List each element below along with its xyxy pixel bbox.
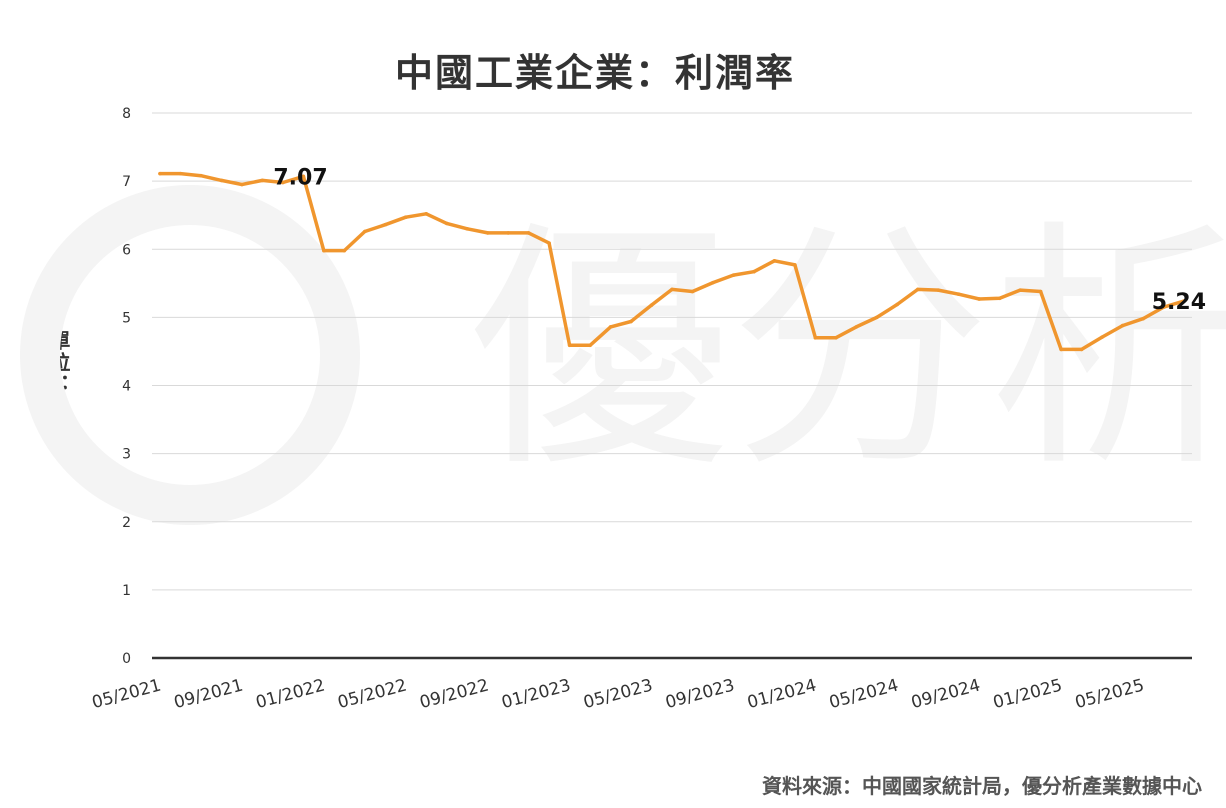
data-point [383,222,388,227]
data-point [444,221,449,226]
x-tick-label: 05/2025 [1073,676,1146,714]
data-point [363,229,367,234]
x-tick-label: 05/2022 [336,676,409,714]
x-tick-label: 09/2023 [663,676,736,714]
data-point [1120,323,1125,328]
data-point [342,248,347,253]
data-point [915,287,920,292]
data-point [424,212,429,216]
data-point [711,280,715,285]
data-point [301,174,306,179]
data-point [772,259,777,263]
data-point [690,289,695,294]
data-point [322,248,326,253]
y-tick-label: 4 [122,379,131,395]
source-note: 資料來源：中國國家統計局，優分析產業數據中心 [762,774,1202,798]
y-tick-label: 1 [122,583,131,599]
data-label: 7.07 [273,165,327,190]
y-tick-label: 7 [122,174,131,190]
data-point [1038,289,1043,294]
data-label: 5.24 [1152,290,1206,315]
y-tick-label: 0 [122,651,131,667]
x-tick-label: 05/2024 [827,676,900,714]
x-tick-label: 05/2021 [90,676,163,714]
data-point [485,231,490,235]
data-point [629,319,633,324]
data-point [260,178,265,183]
data-point [588,343,592,348]
series-line [158,171,1186,352]
data-point [506,231,510,235]
x-tick-label: 09/2021 [172,676,245,714]
data-point [240,182,244,187]
grid-lines [152,112,1192,660]
data-point [670,287,674,292]
data-point [1182,299,1186,303]
data-point [834,336,838,340]
data-point [731,273,736,277]
data-point [854,325,859,329]
y-tick-label: 2 [122,515,131,531]
data-point [649,303,654,307]
data-point [1141,316,1145,321]
data-point [465,227,470,231]
data-point [608,325,613,329]
x-tick-label: 01/2025 [991,676,1064,714]
data-point [199,173,203,178]
y-tick-label: 8 [122,106,131,122]
data-point [997,296,1002,301]
data-point [178,171,183,176]
y-tick-label: 6 [122,242,131,258]
data-point [875,315,879,320]
data-point [1100,335,1104,339]
x-tick-labels: 05/2021 09/2021 01/2022 05/2022 09/2022 01/20… [90,676,1146,714]
data-point [752,269,756,274]
data-point [567,343,572,348]
data-point [895,302,900,307]
data-point [219,178,224,183]
x-tick-label: 01/2023 [499,676,572,714]
data-point [1161,305,1166,309]
y-tick-label: 3 [122,447,131,463]
data-point [281,180,285,185]
x-tick-label: 09/2024 [909,676,982,714]
y-tick-labels: 0 1 2 3 4 5 6 7 8 [122,106,131,667]
data-labels: 7.07 5.24 [273,165,1206,315]
data-point [793,263,797,267]
watermark-ring [20,185,360,525]
y-tick-label: 5 [122,310,131,326]
data-point [158,171,162,176]
data-point [547,241,551,245]
chart-title: 中國工業企業：利潤率 [394,51,795,95]
watermark-logo: 優分析 [20,185,1226,525]
data-point [977,297,981,301]
data-point [1059,347,1063,352]
x-tick-label: 01/2024 [745,676,818,714]
data-point [936,288,941,292]
x-tick-label: 01/2022 [254,676,327,714]
data-point [1079,347,1084,352]
data-point [526,231,531,235]
watermark-text: 優分析 [470,200,1226,502]
data-point [1018,288,1022,292]
x-tick-label: 09/2022 [418,676,491,714]
data-point [403,215,408,220]
data-point [956,292,961,297]
x-tick-label: 05/2023 [581,676,654,714]
data-point [813,336,818,340]
